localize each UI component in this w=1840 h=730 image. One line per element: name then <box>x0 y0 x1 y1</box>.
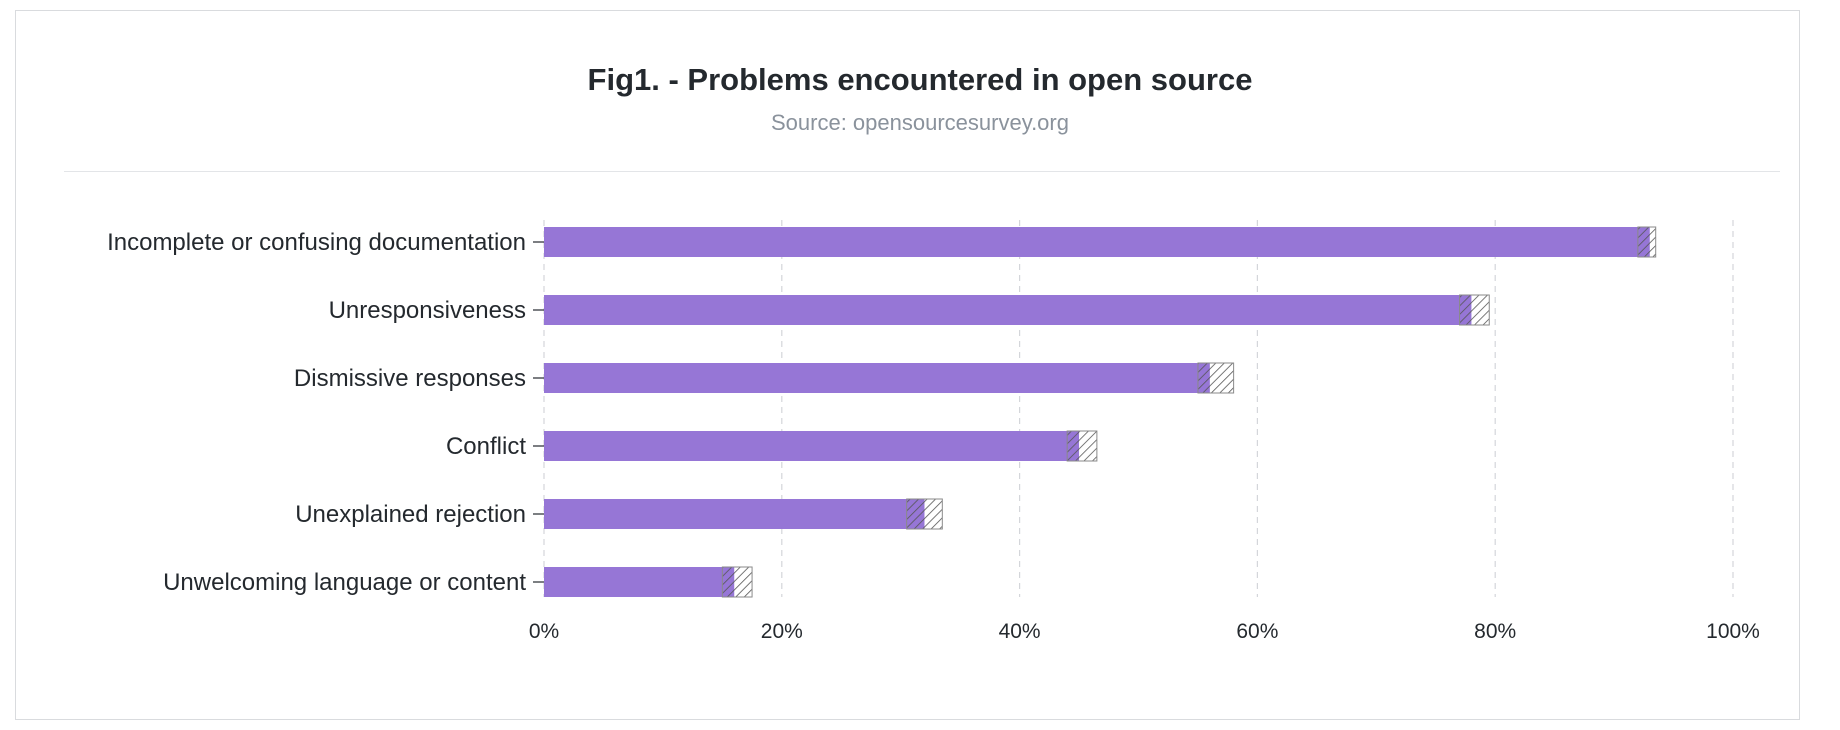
bar <box>544 499 925 529</box>
error-range <box>906 498 943 530</box>
chart-subtitle: Source: opensourcesurvey.org <box>771 110 1069 135</box>
chart-title: Fig1. - Problems encountered in open sou… <box>587 62 1253 97</box>
error-range <box>1197 362 1235 394</box>
category-label: Unexplained rejection <box>295 501 526 528</box>
error-range <box>1066 430 1098 462</box>
bar <box>544 431 1080 461</box>
category-label: Incomplete or confusing documentation <box>107 229 526 256</box>
bar <box>544 295 1472 325</box>
bar <box>544 227 1650 257</box>
x-tick-label: 20% <box>761 620 803 643</box>
title-divider <box>64 171 1780 172</box>
category-label: Unresponsiveness <box>329 297 526 324</box>
bars-layer <box>544 226 1657 598</box>
category-label: Unwelcoming language or content <box>163 569 526 596</box>
error-range <box>1459 294 1490 326</box>
x-tick-label: 0% <box>529 620 559 643</box>
x-tick-label: 40% <box>999 620 1041 643</box>
category-label: Conflict <box>446 433 526 460</box>
error-range <box>1637 226 1657 258</box>
grid-layer <box>543 220 1734 597</box>
x-tick-label: 100% <box>1706 620 1760 643</box>
error-range <box>721 566 753 598</box>
x-tick-label: 80% <box>1474 620 1516 643</box>
bar <box>544 363 1210 393</box>
bar <box>544 567 735 597</box>
axis-layer: 0% 20% 40% 60% 80% 100% Incomplete or confusin… <box>107 229 1760 643</box>
category-label: Dismissive responses <box>294 365 526 392</box>
x-tick-label: 60% <box>1236 620 1278 643</box>
